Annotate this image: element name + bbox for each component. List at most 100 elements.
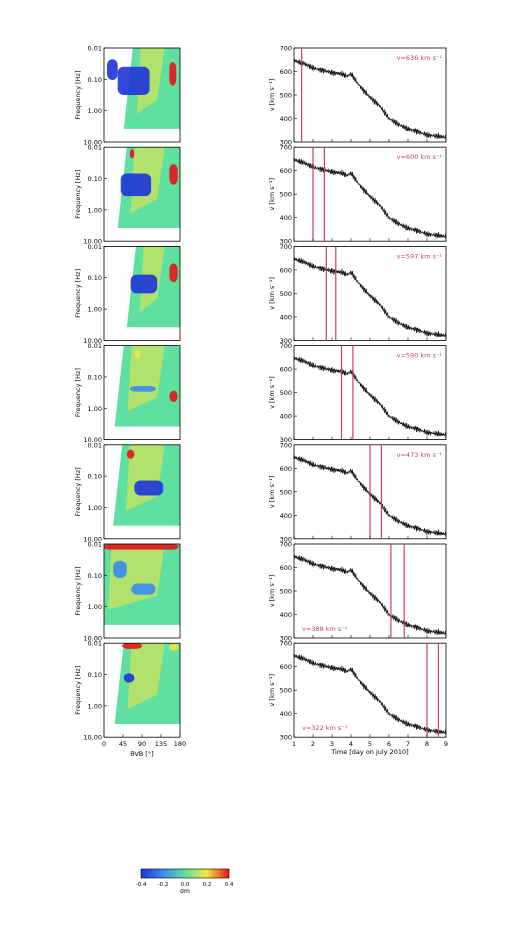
x-tick-label: 180	[174, 740, 186, 748]
y-tick-label: 400	[280, 611, 292, 619]
y-tick-label: 0.01	[88, 441, 102, 449]
y-tick-label: 500	[280, 389, 292, 397]
y-axis-label: v [km s⁻¹]	[268, 376, 276, 409]
y-axis-label: v [km s⁻¹]	[268, 277, 276, 310]
x-axis-label: Time [day on july 2010]	[330, 748, 408, 756]
y-tick-label: 0.01	[88, 342, 102, 350]
panel-frame	[103, 146, 181, 242]
y-tick-label: 10.00	[83, 734, 102, 742]
y-tick-label: 700	[280, 342, 292, 350]
colorbar-label: σm	[180, 888, 190, 895]
y-axis-label: v [km s⁻¹]	[268, 674, 276, 707]
x-axis-label: θVB [°]	[130, 750, 153, 758]
y-tick-label: 600	[280, 663, 292, 671]
x-tick-label: 1	[292, 740, 296, 748]
y-tick-label: 700	[280, 640, 292, 648]
y-tick-label: 1.00	[88, 107, 102, 115]
y-tick-label: 10.00	[83, 635, 102, 643]
y-axis-label: Frequency [Hz]	[74, 566, 82, 615]
x-tick-label: 2	[311, 740, 315, 748]
heatmap-region	[120, 173, 152, 197]
heatmap-region	[129, 149, 135, 159]
heatmap-region	[117, 66, 150, 95]
y-tick-label: 10.00	[83, 238, 102, 246]
y-axis-label: Frequency [Hz]	[74, 170, 82, 219]
panel-frame	[293, 642, 447, 738]
y-tick-label: 10.00	[83, 337, 102, 345]
speed-trace	[293, 653, 447, 735]
x-axis: 1 2 3 4 5 6 7 8 9 Time [day on july 2010]	[292, 740, 448, 756]
heatmap-region	[169, 390, 178, 402]
y-tick-label: 0.10	[88, 274, 102, 282]
panel-frame	[293, 543, 447, 639]
heatmap-panel: 0.01 0.10 1.00 10.00 Frequency [Hz]	[74, 243, 181, 345]
speed-panel: 300 400 500 600 700 v [km s⁻¹] v=590 km s⁻¹	[268, 342, 447, 444]
heatmap-field	[127, 643, 165, 709]
y-tick-label: 0.01	[88, 541, 102, 549]
speed-panel: 300 400 500 600 700 v [km s⁻¹] v=322 km s⁻¹	[268, 640, 447, 742]
heatmap-region	[169, 643, 179, 651]
colorbar-tick-label: -0.2	[158, 882, 169, 888]
heatmap-region	[113, 560, 127, 578]
y-tick-label: 700	[280, 45, 292, 53]
y-tick-label: 500	[280, 588, 292, 596]
x-tick-label: 8	[425, 740, 429, 748]
heatmap-column: 0.01 0.10 1.00 10.00 Frequency [Hz] 0.01 0.10 1…	[74, 45, 186, 759]
colorbar-scale	[140, 868, 230, 879]
heatmap-panel: 0.01 0.10 1.00 10.00 Frequency [Hz]	[74, 144, 181, 246]
y-tick-label: 500	[280, 488, 292, 496]
x-tick-label: 4	[349, 740, 353, 748]
x-tick-label: 45	[119, 740, 127, 748]
y-tick-label: 0.01	[88, 45, 102, 53]
y-tick-label: 10.00	[83, 139, 102, 147]
x-tick-label: 135	[155, 740, 167, 748]
heatmap-panel: 0.01 0.10 1.00 10.00 Frequency [Hz]	[74, 541, 181, 643]
speed-label: v=388 km s⁻¹	[302, 625, 348, 633]
y-tick-label: 700	[280, 541, 292, 549]
y-tick-label: 0.10	[88, 373, 102, 381]
heatmap-region	[104, 544, 179, 550]
heatmap-panel: 0.01 0.10 1.00 10.00 Frequency [Hz]	[74, 640, 181, 742]
x-tick-label: 0	[102, 740, 106, 748]
x-tick-label: 6	[387, 740, 391, 748]
speed-panel: 300 400 500 600 700 v [km s⁻¹] v=388 km s⁻¹	[268, 541, 447, 643]
x-axis: 0 45 90 135 180 θVB [°]	[102, 734, 186, 758]
y-tick-label: 500	[280, 92, 292, 100]
heatmap-panel: 0.01 0.10 1.00 10.00 Frequency [Hz]	[74, 342, 181, 444]
panel-frame	[103, 543, 181, 639]
colorbar-tick-label: -0.4	[136, 882, 147, 888]
heatmap-region	[134, 350, 141, 358]
y-tick-label: 0.10	[88, 175, 102, 183]
y-tick-label: 500	[280, 191, 292, 199]
y-tick-label: 600	[280, 564, 292, 572]
y-axis-label: v [km s⁻¹]	[268, 178, 276, 211]
colorbar: -0.4 -0.2 0.0 0.2 0.4 σm	[136, 868, 234, 895]
x-tick-label: 7	[406, 740, 410, 748]
y-tick-label: 1.00	[88, 504, 102, 512]
heatmap-region	[126, 449, 135, 459]
heatmap-region	[122, 643, 142, 649]
heatmap-field	[127, 345, 165, 412]
y-tick-label: 300	[280, 436, 292, 444]
y-tick-label: 500	[280, 687, 292, 695]
y-tick-label: 400	[280, 512, 292, 520]
colorbar-tick-label: 0.2	[203, 882, 212, 888]
x-tick-label: 5	[368, 740, 372, 748]
y-tick-label: 700	[280, 243, 292, 251]
y-tick-label: 0.01	[88, 243, 102, 251]
y-tick-label: 400	[280, 710, 292, 718]
y-tick-label: 300	[280, 734, 292, 742]
heatmap-region	[131, 583, 156, 595]
speed-panel: 300 400 500 600 700 v [km s⁻¹] v=473 km s⁻¹	[268, 441, 447, 543]
y-tick-label: 0.01	[88, 640, 102, 648]
heatmap-region	[130, 274, 158, 294]
y-tick-label: 1.00	[88, 603, 102, 611]
heatmap-panel: 0.01 0.10 1.00 10.00 Frequency [Hz]	[74, 441, 181, 543]
y-tick-label: 500	[280, 290, 292, 298]
heatmap-region	[107, 59, 118, 80]
y-tick-label: 1.00	[88, 405, 102, 413]
speed-label: v=597 km s⁻¹	[397, 252, 443, 260]
y-tick-label: 10.00	[83, 535, 102, 543]
panel-frame	[293, 47, 447, 143]
y-tick-label: 600	[280, 167, 292, 175]
